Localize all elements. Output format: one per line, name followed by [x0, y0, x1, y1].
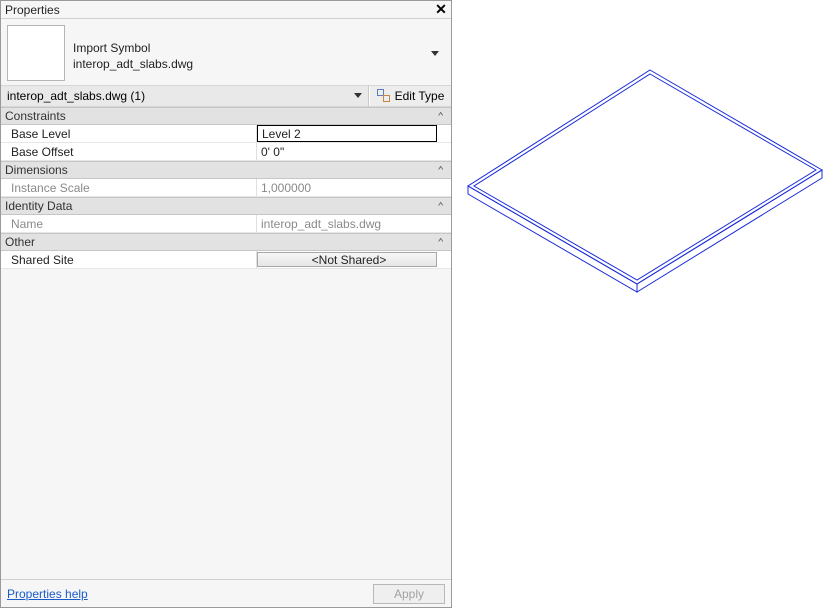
value-shared-site[interactable]: <Not Shared>	[257, 252, 437, 267]
group-title: Dimensions	[5, 163, 434, 177]
panel-titlebar: Properties ✕	[1, 1, 451, 19]
value-name: interop_adt_slabs.dwg	[257, 215, 437, 232]
label-base-level: Base Level	[1, 125, 257, 142]
label-instance-scale: Instance Scale	[1, 179, 257, 196]
instance-selector-row: interop_adt_slabs.dwg (1) Edit Type	[1, 85, 451, 107]
panel-title: Properties	[5, 3, 433, 17]
type-text: Import Symbol interop_adt_slabs.dwg	[73, 34, 423, 72]
properties-help-link[interactable]: Properties help	[7, 587, 88, 601]
collapse-icon[interactable]: ⌃	[434, 164, 447, 177]
edit-type-button[interactable]: Edit Type	[369, 86, 451, 106]
collapse-icon[interactable]: ⌃	[434, 200, 447, 213]
viewport-canvas[interactable]	[452, 0, 834, 610]
panel-footer: Properties help Apply	[1, 579, 451, 607]
value-instance-scale: 1,000000	[257, 179, 437, 196]
group-header-dimensions[interactable]: Dimensions ⌃	[1, 161, 451, 179]
row-base-level: Base Level Level 2	[1, 125, 451, 143]
label-base-offset: Base Offset	[1, 143, 257, 160]
close-icon[interactable]: ✕	[433, 2, 449, 18]
type-selector-block[interactable]: Import Symbol interop_adt_slabs.dwg	[1, 19, 451, 85]
row-base-offset: Base Offset 0' 0"	[1, 143, 451, 161]
group-header-identity[interactable]: Identity Data ⌃	[1, 197, 451, 215]
type-thumbnail	[7, 25, 65, 81]
chevron-down-icon[interactable]	[354, 93, 362, 98]
label-shared-site: Shared Site	[1, 251, 257, 268]
group-title: Constraints	[5, 109, 434, 123]
group-header-other[interactable]: Other ⌃	[1, 233, 451, 251]
group-title: Identity Data	[5, 199, 434, 213]
type-name-label: interop_adt_slabs.dwg	[73, 56, 423, 72]
label-name: Name	[1, 215, 257, 232]
group-header-constraints[interactable]: Constraints ⌃	[1, 107, 451, 125]
collapse-icon[interactable]: ⌃	[434, 110, 447, 123]
property-grid: Constraints ⌃ Base Level Level 2 Base Of…	[1, 107, 451, 579]
row-name: Name interop_adt_slabs.dwg	[1, 215, 451, 233]
edit-type-label: Edit Type	[395, 89, 445, 103]
row-instance-scale: Instance Scale 1,000000	[1, 179, 451, 197]
instance-selector[interactable]: interop_adt_slabs.dwg (1)	[1, 86, 369, 106]
properties-panel: Properties ✕ Import Symbol interop_adt_s…	[0, 0, 452, 608]
apply-button: Apply	[373, 584, 445, 604]
value-base-offset[interactable]: 0' 0"	[257, 143, 437, 160]
instance-selector-label: interop_adt_slabs.dwg (1)	[7, 89, 145, 103]
collapse-icon[interactable]: ⌃	[434, 236, 447, 249]
group-title: Other	[5, 235, 434, 249]
chevron-down-icon[interactable]	[431, 51, 439, 56]
slab-drawing	[462, 60, 832, 320]
type-family-label: Import Symbol	[73, 40, 423, 56]
edit-type-icon	[377, 89, 391, 103]
value-base-level[interactable]: Level 2	[257, 125, 437, 142]
row-shared-site: Shared Site <Not Shared>	[1, 251, 451, 269]
